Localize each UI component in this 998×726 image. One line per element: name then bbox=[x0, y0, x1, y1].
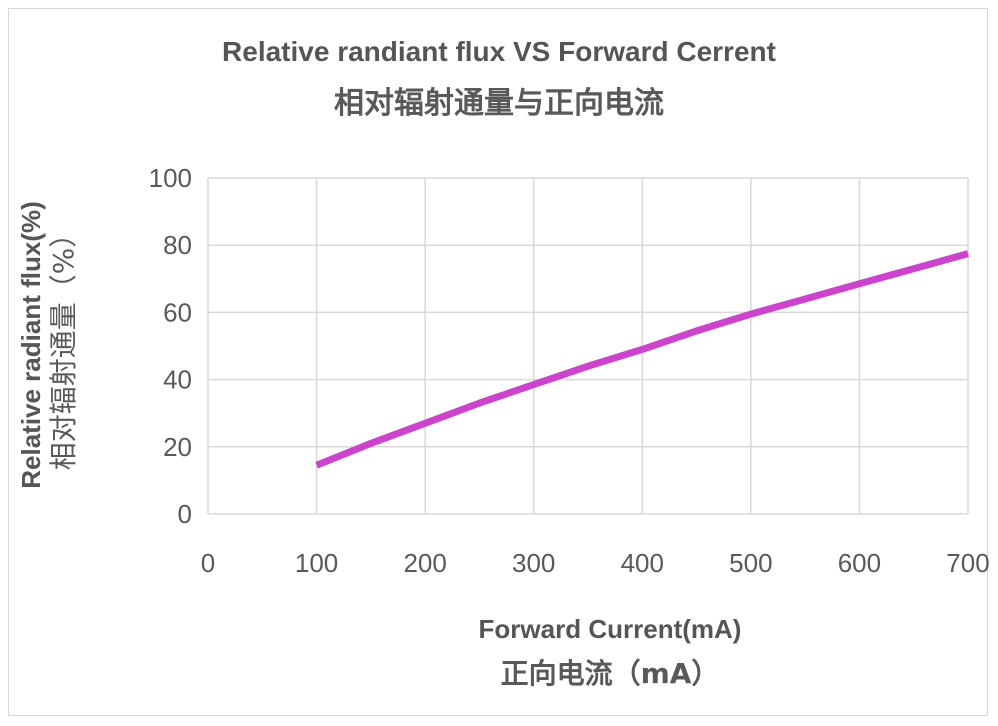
x-tick-label: 400 bbox=[621, 548, 664, 578]
chart-frame bbox=[8, 8, 988, 716]
x-tick-label: 0 bbox=[201, 548, 215, 578]
y-tick-label: 0 bbox=[178, 499, 192, 529]
gridlines bbox=[207, 177, 969, 515]
y-tick-label: 40 bbox=[163, 365, 192, 395]
x-tick-label: 500 bbox=[729, 548, 772, 578]
tick-labels: 0 20 40 60 80 100 0 100 200 300 400 500 600 700 bbox=[149, 163, 990, 578]
x-tick-label: 300 bbox=[512, 548, 555, 578]
x-axis-label-zh: 正向电流（mA） bbox=[500, 657, 720, 690]
y-tick-label: 80 bbox=[163, 230, 192, 260]
y-tick-label: 100 bbox=[149, 163, 192, 193]
x-tick-label: 200 bbox=[403, 548, 446, 578]
series-line-0 bbox=[315, 250, 969, 469]
chart-subtitle: 相对辐射通量与正向电流 bbox=[334, 86, 664, 121]
series-lines bbox=[315, 250, 969, 469]
x-tick-label: 600 bbox=[838, 548, 881, 578]
x-tick-label: 100 bbox=[295, 548, 338, 578]
x-tick-label: 700 bbox=[946, 548, 989, 578]
chart-title: Relative randiant flux VS Forward Cerren… bbox=[222, 36, 776, 67]
x-axis-label: Forward Current(mA) bbox=[478, 614, 742, 644]
y-tick-label: 20 bbox=[163, 432, 192, 462]
y-tick-label: 60 bbox=[163, 297, 192, 327]
